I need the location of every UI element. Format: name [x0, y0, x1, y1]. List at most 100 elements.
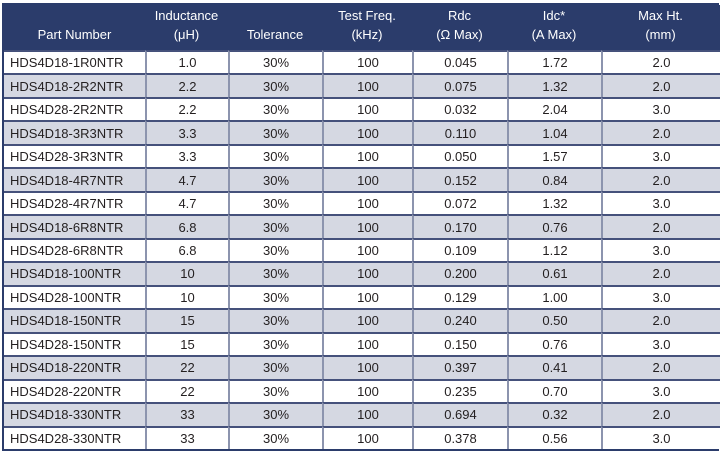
table-row: HDS4D18-3R3NTR 3.3 30% 100 0.110 1.04 2.0 — [4, 120, 720, 144]
value-cell-test_freq: 100 — [322, 402, 412, 426]
table-row: HDS4D28-330NTR 33 30% 100 0.378 0.56 3.0 — [4, 425, 720, 449]
value-cell-idc: 0.50 — [507, 308, 601, 332]
value-cell-test_freq: 100 — [322, 261, 412, 285]
header-unit: (μH) — [173, 27, 200, 43]
value-cell-max_ht: 2.0 — [601, 355, 720, 379]
value-cell-test_freq: 100 — [322, 355, 412, 379]
part-number-cell: HDS4D28-2R2NTR — [4, 96, 145, 121]
part-number-cell: HDS4D18-3R3NTR — [4, 120, 145, 144]
table-row: HDS4D18-220NTR 22 30% 100 0.397 0.41 2.0 — [4, 355, 720, 379]
value-cell-rdc: 0.129 — [412, 284, 507, 309]
value-cell-inductance: 6.8 — [145, 214, 228, 238]
value-cell-inductance: 33 — [145, 402, 228, 426]
header-label: Rdc — [447, 8, 472, 24]
value-cell-rdc: 0.032 — [412, 96, 507, 121]
value-cell-tolerance: 30% — [228, 402, 322, 426]
inductor-spec-table: Part Number Inductance (μH) Tolerance Test F… — [2, 3, 720, 451]
value-cell-tolerance: 30% — [228, 331, 322, 356]
value-cell-rdc: 0.235 — [412, 378, 507, 403]
part-number-cell: HDS4D28-6R8NTR — [4, 237, 145, 262]
value-cell-rdc: 0.050 — [412, 143, 507, 168]
value-cell-rdc: 0.109 — [412, 237, 507, 262]
table-row: HDS4D18-100NTR 10 30% 100 0.200 0.61 2.0 — [4, 261, 720, 285]
table-row: HDS4D28-150NTR 15 30% 100 0.150 0.76 3.0 — [4, 331, 720, 356]
value-cell-test_freq: 100 — [322, 120, 412, 144]
header-label: Test Freq. — [338, 8, 396, 24]
part-number-cell: HDS4D28-220NTR — [4, 378, 145, 403]
value-cell-idc: 2.04 — [507, 96, 601, 121]
part-number-cell: HDS4D28-330NTR — [4, 425, 145, 449]
value-cell-test_freq: 100 — [322, 167, 412, 191]
header-unit: (Ω Max) — [436, 27, 483, 43]
spec-table: Part Number Inductance (μH) Tolerance Test F… — [4, 5, 720, 449]
value-cell-inductance: 1.0 — [145, 50, 228, 74]
value-cell-rdc: 0.152 — [412, 167, 507, 191]
table-row: HDS4D18-2R2NTR 2.2 30% 100 0.075 1.32 2.0 — [4, 73, 720, 97]
value-cell-rdc: 0.397 — [412, 355, 507, 379]
value-cell-idc: 1.32 — [507, 190, 601, 215]
table-row: HDS4D28-3R3NTR 3.3 30% 100 0.050 1.57 3.0 — [4, 143, 720, 168]
header-cell-part_number: Part Number — [4, 5, 145, 50]
value-cell-rdc: 0.150 — [412, 331, 507, 356]
value-cell-max_ht: 3.0 — [601, 284, 720, 309]
value-cell-inductance: 10 — [145, 261, 228, 285]
header-unit: (A Max) — [531, 27, 577, 43]
part-number-cell: HDS4D28-4R7NTR — [4, 190, 145, 215]
header-cell-rdc: Rdc (Ω Max) — [412, 5, 507, 50]
value-cell-max_ht: 3.0 — [601, 331, 720, 356]
value-cell-inductance: 2.2 — [145, 96, 228, 121]
value-cell-max_ht: 2.0 — [601, 73, 720, 97]
value-cell-tolerance: 30% — [228, 378, 322, 403]
value-cell-max_ht: 2.0 — [601, 308, 720, 332]
header-cell-max_ht: Max Ht. (mm) — [601, 5, 720, 50]
value-cell-idc: 0.84 — [507, 167, 601, 191]
part-number-cell: HDS4D28-3R3NTR — [4, 143, 145, 168]
value-cell-tolerance: 30% — [228, 237, 322, 262]
header-label: Part Number — [37, 27, 112, 43]
value-cell-rdc: 0.694 — [412, 402, 507, 426]
value-cell-max_ht: 2.0 — [601, 214, 720, 238]
value-cell-rdc: 0.200 — [412, 261, 507, 285]
value-cell-idc: 0.61 — [507, 261, 601, 285]
value-cell-test_freq: 100 — [322, 190, 412, 215]
header-cell-tolerance: Tolerance — [228, 5, 322, 50]
value-cell-rdc: 0.110 — [412, 120, 507, 144]
table-row: HDS4D18-1R0NTR 1.0 30% 100 0.045 1.72 2.0 — [4, 50, 720, 74]
table-row: HDS4D18-150NTR 15 30% 100 0.240 0.50 2.0 — [4, 308, 720, 332]
value-cell-test_freq: 100 — [322, 378, 412, 403]
value-cell-tolerance: 30% — [228, 143, 322, 168]
value-cell-inductance: 3.3 — [145, 143, 228, 168]
table-row: HDS4D18-330NTR 33 30% 100 0.694 0.32 2.0 — [4, 402, 720, 426]
table-row: HDS4D28-4R7NTR 4.7 30% 100 0.072 1.32 3.0 — [4, 190, 720, 215]
value-cell-rdc: 0.240 — [412, 308, 507, 332]
value-cell-inductance: 4.7 — [145, 190, 228, 215]
part-number-cell: HDS4D18-2R2NTR — [4, 73, 145, 97]
header-label: Tolerance — [246, 27, 304, 43]
value-cell-idc: 0.76 — [507, 214, 601, 238]
value-cell-test_freq: 100 — [322, 331, 412, 356]
value-cell-rdc: 0.378 — [412, 425, 507, 449]
header-cell-idc: Idc* (A Max) — [507, 5, 601, 50]
value-cell-test_freq: 100 — [322, 73, 412, 97]
value-cell-inductance: 15 — [145, 308, 228, 332]
value-cell-inductance: 3.3 — [145, 120, 228, 144]
value-cell-idc: 1.00 — [507, 284, 601, 309]
header-unit: (kHz) — [351, 27, 383, 43]
part-number-cell: HDS4D28-100NTR — [4, 284, 145, 309]
value-cell-inductance: 10 — [145, 284, 228, 309]
value-cell-max_ht: 3.0 — [601, 143, 720, 168]
value-cell-test_freq: 100 — [322, 237, 412, 262]
value-cell-inductance: 22 — [145, 378, 228, 403]
part-number-cell: HDS4D18-150NTR — [4, 308, 145, 332]
part-number-cell: HDS4D18-6R8NTR — [4, 214, 145, 238]
value-cell-rdc: 0.170 — [412, 214, 507, 238]
value-cell-tolerance: 30% — [228, 261, 322, 285]
part-number-cell: HDS4D18-1R0NTR — [4, 50, 145, 74]
value-cell-tolerance: 30% — [228, 73, 322, 97]
value-cell-tolerance: 30% — [228, 96, 322, 121]
value-cell-max_ht: 3.0 — [601, 96, 720, 121]
part-number-cell: HDS4D28-150NTR — [4, 331, 145, 356]
value-cell-idc: 1.04 — [507, 120, 601, 144]
table-row: HDS4D28-2R2NTR 2.2 30% 100 0.032 2.04 3.0 — [4, 96, 720, 121]
part-number-cell: HDS4D18-330NTR — [4, 402, 145, 426]
